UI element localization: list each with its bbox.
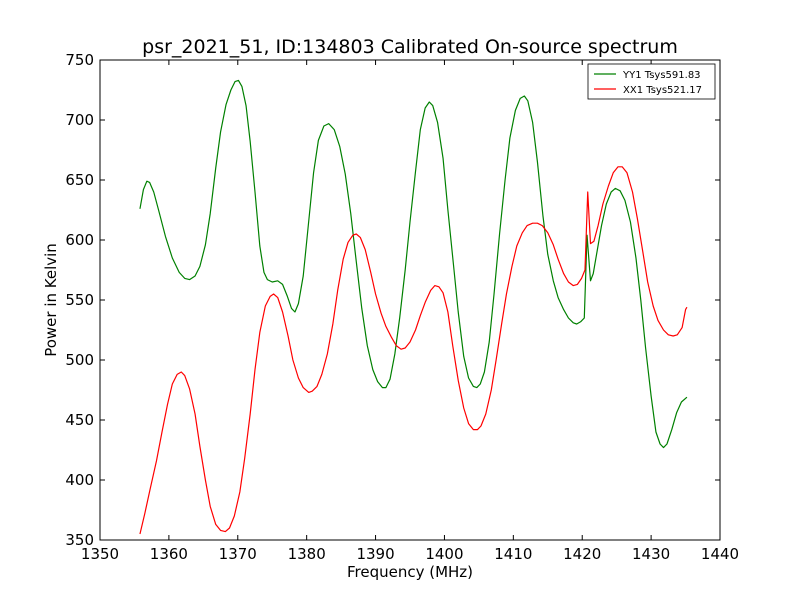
- x-axis-ticks: 1350 1360 1370 1380 1390 1400 1410 1420 1430 1440: [81, 60, 739, 563]
- y-axis-label: Power in Kelvin: [42, 243, 60, 357]
- x-tick-label: 1400: [425, 545, 463, 563]
- y-axis-ticks: 350 400 450 500 550 600 650 700 750: [65, 51, 720, 549]
- plot-frame: [99, 59, 721, 541]
- legend-box: [587, 63, 716, 100]
- x-tick-label: 1370: [219, 545, 257, 563]
- x-tick-label: 1420: [563, 545, 601, 563]
- x-tick-label: 1350: [81, 545, 119, 563]
- plot-area: 1350 1360 1370 1380 1390 1400 1410 1420 1430 1440…: [65, 51, 739, 563]
- chart-title: psr_2021_51, ID:134803 Calibrated On-sou…: [142, 36, 678, 58]
- y-tick-label: 350: [65, 531, 94, 549]
- y-tick-label: 700: [65, 111, 94, 129]
- x-tick-label: 1360: [150, 545, 188, 563]
- series-line-yy1: [139, 79, 688, 449]
- y-tick-label: 450: [65, 411, 94, 429]
- y-tick-label: 500: [65, 351, 94, 369]
- y-tick-label: 600: [65, 231, 94, 249]
- legend-entry-xx1: XX1 Tsys521.17: [623, 85, 702, 96]
- x-tick-label: 1390: [356, 545, 394, 563]
- x-tick-label: 1380: [288, 545, 326, 563]
- legend-entry-yy1: YY1 Tsys591.83: [622, 70, 701, 81]
- y-tick-label: 550: [65, 291, 94, 309]
- x-tick-label: 1440: [701, 545, 739, 563]
- y-tick-label: 400: [65, 471, 94, 489]
- x-tick-label: 1430: [632, 545, 670, 563]
- x-tick-label: 1410: [494, 545, 532, 563]
- series-line-xx1: [139, 166, 688, 535]
- x-axis-label: Frequency (MHz): [347, 563, 473, 581]
- series-layer: [139, 79, 688, 535]
- legend: YY1 Tsys591.83 XX1 Tsys521.17: [587, 63, 716, 100]
- y-tick-label: 750: [65, 51, 94, 69]
- y-tick-label: 650: [65, 171, 94, 189]
